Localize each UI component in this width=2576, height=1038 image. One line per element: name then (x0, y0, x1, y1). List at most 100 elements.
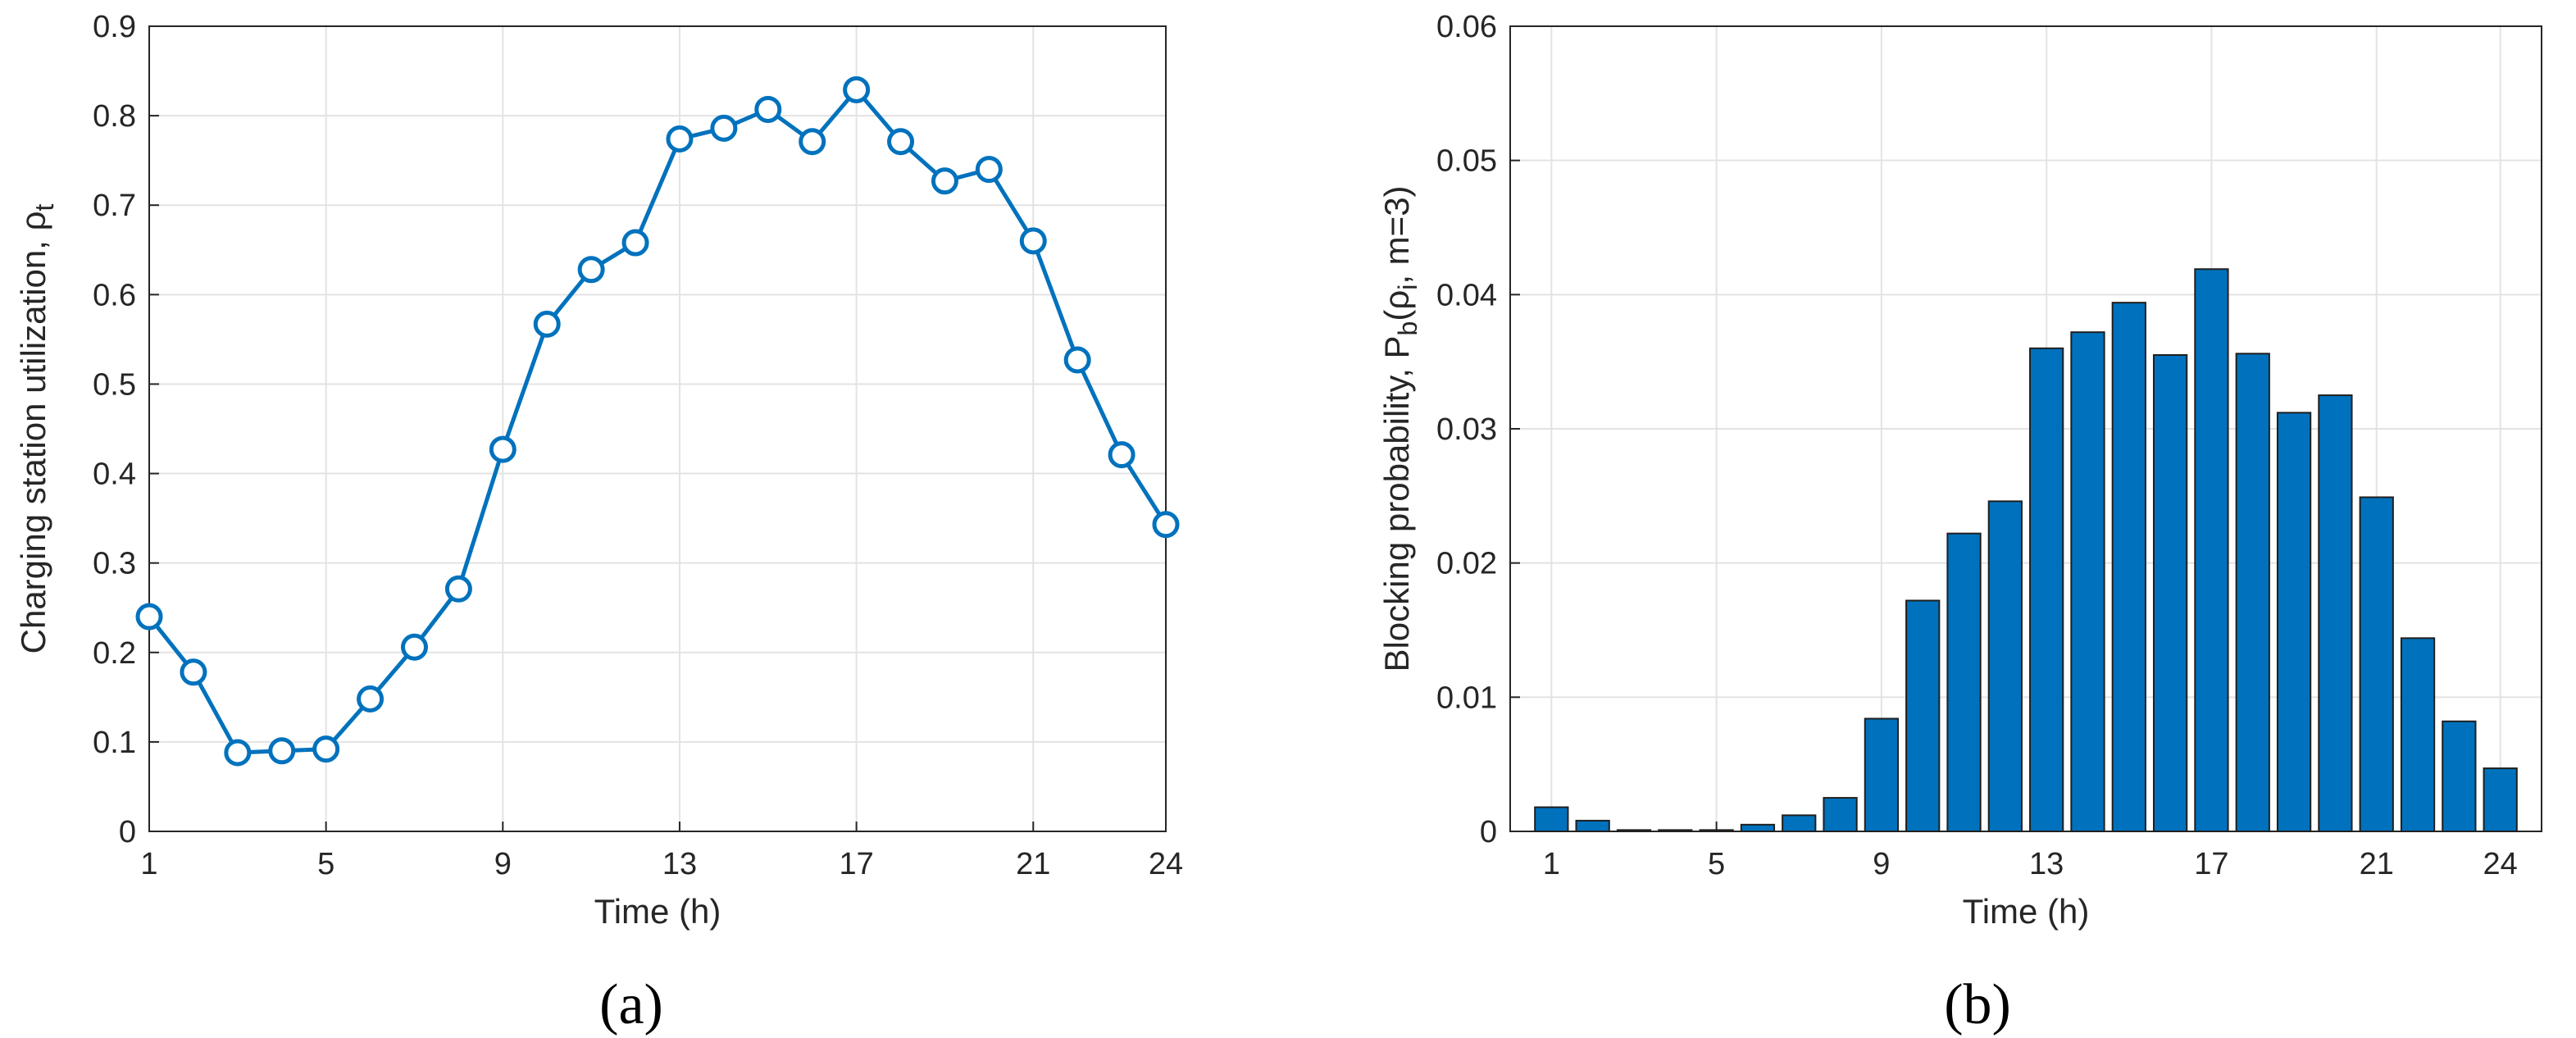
series-b (1534, 268, 2518, 833)
chart-panel-a: 0 0.1 0.2 0.3 0.4 0.5 0.6 0.7 0.8 0.9 1 5 9 13 17 21 24… (14, 10, 1183, 1036)
data-point (1063, 346, 1091, 374)
x-tick-label: 13 (2029, 847, 2064, 881)
y-axis-label-b: Blocking probability, Pb(ρi, m=3) (1377, 185, 1422, 672)
data-point (666, 125, 694, 153)
x-axis-label-b: Time (h) (1963, 892, 2090, 931)
data-point (444, 575, 472, 603)
bar (1699, 829, 1734, 833)
bar (2029, 347, 2064, 832)
y-axis-label-b-end: , m=3) (1377, 185, 1416, 284)
bar (1946, 532, 1982, 832)
x-tick-label: 9 (494, 847, 512, 881)
data-point (931, 167, 958, 195)
x-tick-label: 1 (1543, 847, 1560, 881)
bar (2111, 302, 2146, 832)
data-point (577, 256, 605, 284)
y-tick-label: 0.03 (1436, 412, 1497, 447)
y-axis-label-a: Charging station utilization, ρt (14, 204, 59, 654)
y-tick-label: 0.7 (93, 189, 136, 223)
data-point (1152, 511, 1180, 539)
bar (2194, 268, 2229, 832)
data-point (357, 685, 385, 713)
y-tick-label: 0.3 (93, 547, 136, 581)
data-point (887, 128, 915, 156)
y-tick-label: 0.9 (93, 10, 136, 44)
y-tick-label: 0.2 (93, 636, 136, 671)
data-point (710, 114, 738, 142)
y-tick-label: 0.04 (1436, 278, 1497, 312)
bar (2152, 353, 2188, 832)
plot-frame-a (148, 25, 1167, 832)
bar (1905, 599, 1941, 832)
panel-label-a: (a) (599, 973, 663, 1036)
bar (2483, 767, 2518, 832)
x-tick-label: 5 (1708, 847, 1725, 881)
y-tick-label: 0.1 (93, 726, 136, 760)
y-tick-label: 0 (119, 815, 136, 849)
bar (1575, 819, 1610, 833)
data-point (799, 128, 826, 156)
data-point (975, 156, 1003, 184)
series-a (135, 75, 1180, 767)
x-tick-label: 24 (1149, 847, 1183, 881)
y-tick-label: 0.01 (1436, 681, 1497, 715)
y-tick-label: 0.05 (1436, 144, 1497, 179)
y-axis-label-b-tail: (ρ (1377, 290, 1416, 321)
x-tick-label: 13 (662, 847, 697, 881)
bar (1864, 717, 1900, 833)
y-axis-label-a-sub: t (30, 204, 59, 212)
x-tick-label: 5 (317, 847, 335, 881)
bar (1616, 829, 1652, 833)
y-tick-label: 0.6 (93, 278, 136, 312)
bar (2235, 353, 2270, 832)
x-tick-label: 21 (1016, 847, 1050, 881)
bar (1823, 797, 1858, 832)
data-point (533, 310, 561, 338)
bar (2359, 496, 2394, 832)
x-tick-labels-b: 1 5 9 13 17 21 24 (1543, 822, 2518, 881)
data-point (400, 633, 428, 661)
x-tick-label: 21 (2360, 847, 2394, 881)
x-tick-label: 24 (2483, 847, 2518, 881)
chart-panel-b: 0 0.01 0.02 0.03 0.04 0.05 0.06 1 5 9 13 17 21 24 Ti… (1377, 10, 2542, 1036)
data-point (268, 737, 296, 765)
y-tick-labels-a: 0 0.1 0.2 0.3 0.4 0.5 0.6 0.7 0.8 0.9 (93, 10, 159, 849)
y-tick-label: 0.02 (1436, 547, 1497, 581)
data-point (1019, 227, 1047, 255)
y-tick-label: 0.8 (93, 99, 136, 134)
x-tick-label: 17 (2194, 847, 2228, 881)
x-tick-label: 1 (140, 847, 157, 881)
data-point (489, 435, 517, 463)
y-tick-label: 0.4 (93, 458, 136, 492)
data-point (224, 739, 252, 767)
y-axis-label-a-main: Charging station utilization, ρ (14, 212, 52, 654)
y-tick-labels-b: 0 0.01 0.02 0.03 0.04 0.05 0.06 (1436, 10, 1520, 849)
panel-label-b: (b) (1944, 973, 2011, 1036)
bar (2400, 637, 2436, 832)
y-axis-label-b-main: Blocking probability, P (1377, 335, 1416, 672)
data-point (1108, 441, 1136, 469)
bar (2276, 412, 2312, 832)
y-axis-label-b-tail-sub: i (1393, 285, 1422, 290)
grid-a (148, 25, 1167, 832)
bar (1987, 500, 2023, 832)
data-point (621, 229, 649, 257)
y-tick-label: 0.5 (93, 367, 136, 402)
data-point (312, 735, 340, 763)
x-axis-label-a: Time (h) (594, 892, 721, 931)
bar (1782, 814, 1817, 832)
bar (2070, 331, 2105, 833)
x-tick-labels-a: 1 5 9 13 17 21 24 (140, 822, 1183, 881)
data-point (135, 603, 163, 631)
bar (1740, 823, 1776, 832)
x-tick-label: 9 (1873, 847, 1890, 881)
bar (1658, 829, 1693, 833)
bar (1534, 806, 1569, 832)
data-point (843, 75, 871, 103)
y-axis-label-b-sub: b (1393, 321, 1422, 336)
x-tick-label: 17 (839, 847, 873, 881)
data-point (754, 95, 782, 123)
y-tick-label: 0 (1480, 815, 1497, 849)
data-point (180, 658, 207, 686)
